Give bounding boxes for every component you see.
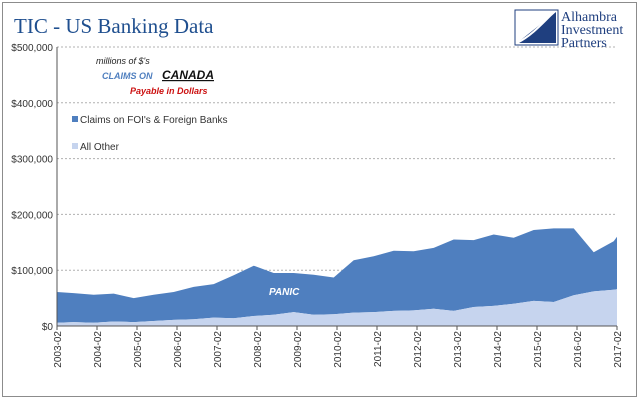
y-tick-label: $100,000	[11, 266, 53, 277]
logo-line-2: Investment	[561, 23, 623, 38]
claims-country-annotation: CANADA	[162, 68, 214, 82]
x-tick-label: 2006-02	[173, 331, 184, 368]
area-chart: $0 $100,000 $200,000 $300,000 $400,000 $500,0…	[11, 9, 624, 368]
y-tick-label: $500,000	[11, 43, 53, 54]
legend-label-foi: Claims on FOI's & Foreign Banks	[80, 115, 228, 126]
legend-swatch-all-other	[72, 143, 78, 149]
units-annotation: millions of $'s	[96, 56, 150, 66]
logo-mark	[514, 9, 559, 46]
y-tick-label: $300,000	[11, 155, 53, 166]
x-tick-label: 2017-02	[613, 331, 624, 368]
y-tick-label: $0	[42, 322, 54, 333]
x-tick-label: 2016-02	[573, 331, 584, 368]
x-tick-label: 2004-02	[93, 331, 104, 368]
x-tick-label: 2012-02	[413, 331, 424, 368]
y-tick-label: $400,000	[11, 99, 53, 110]
series-area-foi	[57, 228, 617, 323]
x-tick-label: 2009-02	[293, 331, 304, 368]
x-tick-label: 2015-02	[533, 331, 544, 368]
company-logo: Alhambra Investment Partners	[514, 9, 623, 51]
logo-line-3: Partners	[561, 36, 607, 51]
x-tick-label: 2011-02	[373, 331, 384, 367]
x-tick-label: 2003-02	[53, 331, 64, 368]
legend-label-all-other: All Other	[80, 142, 120, 153]
panic-annotation: PANIC	[269, 287, 300, 298]
chart-title: TIC - US Banking Data	[14, 14, 214, 38]
legend-swatch-foi	[72, 116, 78, 122]
series-area-all-other	[57, 289, 617, 326]
x-tick-label: 2013-02	[453, 331, 464, 368]
y-tick-label: $200,000	[11, 210, 53, 221]
x-tick-label: 2007-02	[213, 331, 224, 368]
x-tick-label: 2005-02	[133, 331, 144, 368]
x-tick-label: 2010-02	[333, 331, 344, 368]
logo-line-1: Alhambra	[561, 10, 618, 25]
x-tick-label: 2014-02	[493, 331, 504, 368]
chart-frame: $0 $100,000 $200,000 $300,000 $400,000 $500,0…	[2, 2, 637, 397]
payable-annotation: Payable in Dollars	[130, 86, 208, 96]
claims-prefix-annotation: CLAIMS ON	[102, 71, 153, 81]
x-tick-label: 2008-02	[253, 331, 264, 368]
